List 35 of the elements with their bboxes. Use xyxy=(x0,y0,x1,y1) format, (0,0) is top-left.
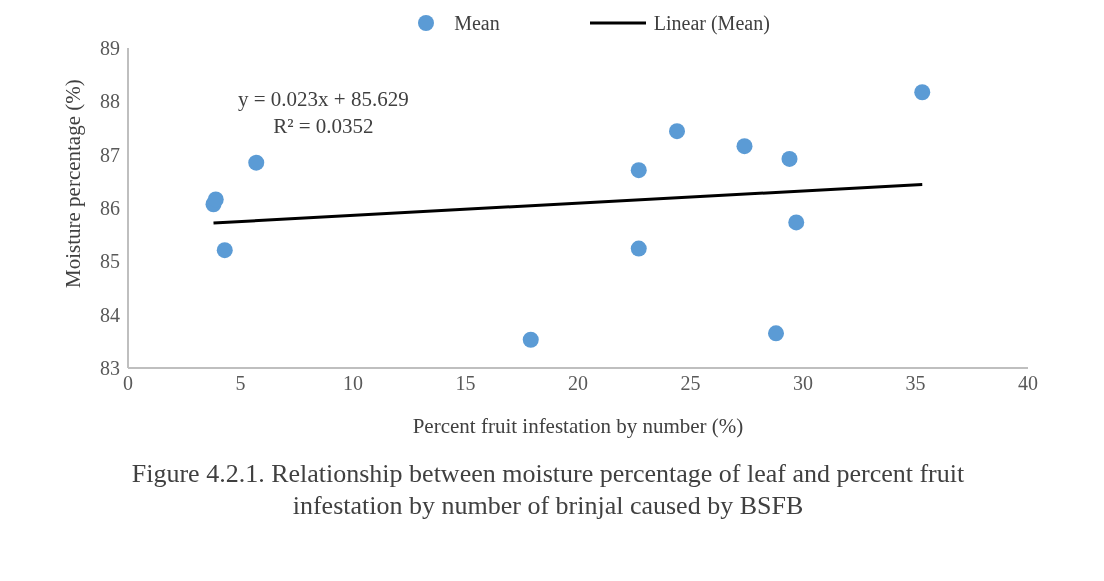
y-tick-label: 84 xyxy=(100,303,120,326)
text: Figure 4.2.1. Relationship between moisture percentage of leaf and percent fruit infestation by number of brinjal caused by BSFB xyxy=(130,458,966,522)
y-tick-label: 89 xyxy=(100,37,120,60)
point xyxy=(216,242,233,259)
y-tick-label: 88 xyxy=(100,90,120,113)
point xyxy=(522,331,539,348)
point xyxy=(736,138,753,155)
x-tick-label: 20 xyxy=(568,372,588,395)
annotation: R² = 0.0352 xyxy=(272,113,375,140)
point xyxy=(207,191,224,208)
point xyxy=(781,150,798,167)
y-tick-label: 85 xyxy=(100,250,120,273)
point xyxy=(248,154,265,171)
legend-label: Mean xyxy=(454,11,500,35)
legend-label: Linear (Mean) xyxy=(653,11,770,35)
x-tick-label: 5 xyxy=(235,372,246,395)
x-axis-title: Percent fruit infestation by number (%) xyxy=(412,414,744,438)
point xyxy=(914,84,931,101)
y-tick-label: 83 xyxy=(100,357,120,380)
point xyxy=(669,123,685,140)
x-tick-label: 15 xyxy=(455,372,476,395)
x-tick-label: 30 xyxy=(793,372,813,395)
x-tick-label: 10 xyxy=(343,372,363,395)
y-tick-label: 87 xyxy=(100,143,120,166)
x-tick-label: 25 xyxy=(680,372,701,395)
x-tick-label: 35 xyxy=(905,372,926,395)
x-tick-label: 0 xyxy=(123,372,133,395)
point xyxy=(788,214,805,231)
y-tick-label: 86 xyxy=(100,197,120,220)
point xyxy=(630,162,647,179)
point xyxy=(630,240,647,257)
point xyxy=(768,325,784,342)
x-tick-label: 40 xyxy=(1018,372,1038,395)
annotation: y = 0.023x + 85.629 xyxy=(238,86,409,113)
y-axis-title: Moisture percentage (%) xyxy=(61,79,86,288)
